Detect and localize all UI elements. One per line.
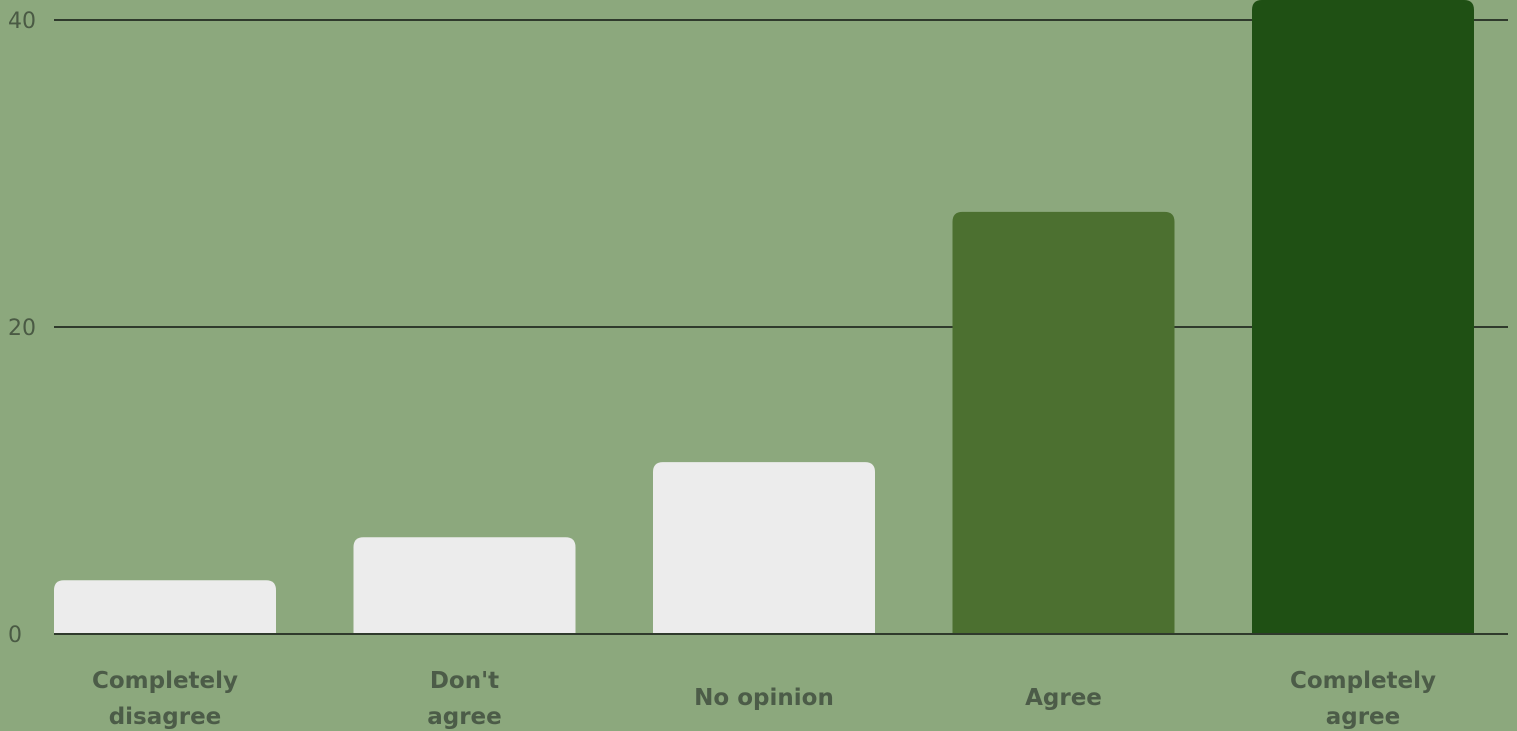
x-tick-label: No opinion [694,685,834,711]
bar [1252,0,1474,634]
x-tick-label: Completely disagree [92,668,238,730]
x-tick-label: Completely agree [1290,668,1436,730]
bar [952,211,1175,634]
bar [353,537,576,634]
x-tick-label: Don't agree [427,668,502,730]
x-axis-labels: Completely disagree Don't agree No opinion Ag… [92,668,1436,730]
bar [653,462,875,634]
y-tick-label: 40 [8,9,36,34]
bar [54,580,276,634]
y-tick-label: 20 [8,316,36,341]
bars [54,0,1474,634]
x-tick-label: Agree [1025,685,1102,711]
y-axis-ticks: 0 20 40 [8,9,36,648]
y-tick-label: 0 [8,623,22,648]
